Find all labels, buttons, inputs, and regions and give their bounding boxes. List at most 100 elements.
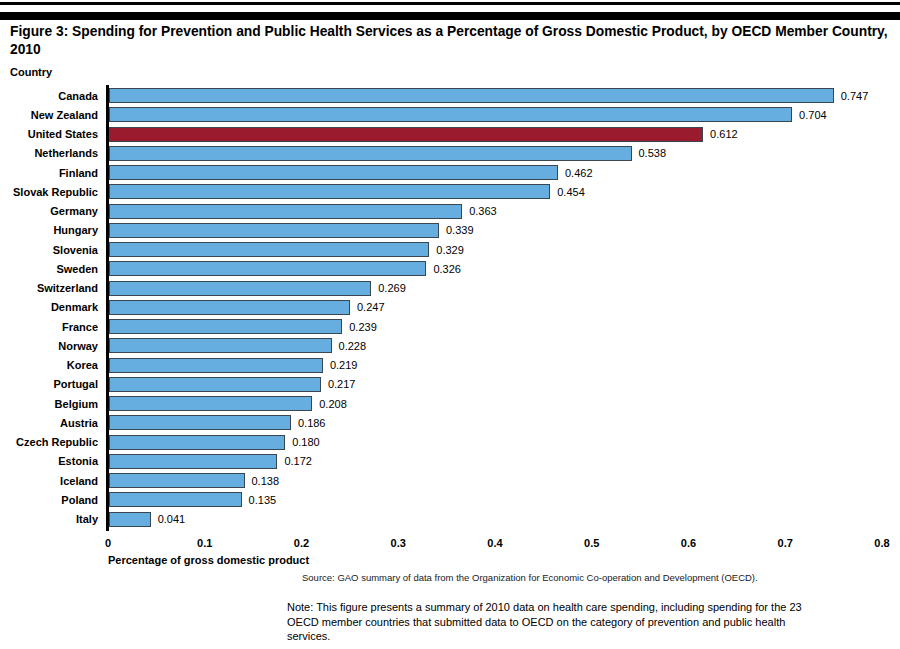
chart-row: Germany 0.363: [0, 202, 900, 221]
source-note: Source: GAO summary of data from the Org…: [302, 572, 758, 583]
value-label: 0.186: [298, 417, 326, 429]
bar-poland: [109, 492, 242, 507]
value-label: 0.454: [557, 186, 585, 198]
country-label: Belgium: [0, 398, 98, 410]
chart-row: Poland 0.135: [0, 490, 900, 509]
chart-row: Korea 0.219: [0, 356, 900, 375]
country-label: United States: [0, 128, 98, 140]
bar-korea: [109, 358, 323, 373]
figure-title: Figure 3: Spending for Prevention and Pu…: [10, 23, 892, 59]
bar-sweden: [109, 261, 426, 276]
bar-united-states: [109, 127, 703, 142]
bar-denmark: [109, 300, 350, 315]
bar-slovak-republic: [109, 184, 550, 199]
value-label: 0.138: [252, 475, 280, 487]
value-label: 0.041: [158, 513, 186, 525]
x-tick-label: 0.1: [197, 537, 212, 549]
value-label: 0.219: [330, 359, 358, 371]
bar-czech-republic: [109, 435, 285, 450]
country-label: Norway: [0, 340, 98, 352]
chart-row: Hungary0.339: [0, 221, 900, 240]
country-label: Canada: [0, 90, 98, 102]
x-tick-label: 0.6: [681, 537, 696, 549]
header-bar: [0, 12, 900, 20]
value-label: 0.612: [710, 128, 738, 140]
country-label: Czech Republic: [0, 436, 98, 448]
x-tick-label: 0.3: [391, 537, 406, 549]
value-label: 0.462: [565, 167, 593, 179]
chart-row: Finland 0.462: [0, 163, 900, 182]
bar-italy: [109, 512, 151, 527]
top-rule: [0, 2, 900, 5]
value-label: 0.247: [357, 301, 385, 313]
country-label: Slovak Republic: [0, 186, 98, 198]
chart-row: Czech Republic 0.180: [0, 433, 900, 452]
figure-note: Note: This figure presents a summary of …: [287, 600, 803, 644]
chart-row: United States 0.612: [0, 125, 900, 144]
chart-row: Slovenia0.329: [0, 240, 900, 259]
country-label: Netherlands: [0, 147, 98, 159]
value-label: 0.329: [436, 244, 464, 256]
chart-row: New Zealand 0.704: [0, 105, 900, 124]
country-label: Denmark: [0, 301, 98, 313]
country-label: Poland: [0, 494, 98, 506]
country-label: Estonia: [0, 455, 98, 467]
value-label: 0.269: [378, 282, 406, 294]
bar-norway: [109, 338, 332, 353]
chart-row: Switzerland 0.269: [0, 279, 900, 298]
chart-row: Slovak Republic 0.454: [0, 182, 900, 201]
x-tick-label: 0.2: [294, 537, 309, 549]
bar-portugal: [109, 377, 321, 392]
bar-iceland: [109, 473, 245, 488]
bar-new-zealand: [109, 107, 792, 122]
y-axis-title: Country: [10, 66, 52, 78]
value-label: 0.239: [349, 321, 377, 333]
country-label: New Zealand: [0, 109, 98, 121]
chart-row: Italy 0.041: [0, 510, 900, 529]
chart-row: Austria 0.186: [0, 413, 900, 432]
chart-row: Iceland0.138: [0, 471, 900, 490]
value-label: 0.217: [328, 378, 356, 390]
country-label: Germany: [0, 205, 98, 217]
chart-row: Belgium0.208: [0, 394, 900, 413]
country-label: Italy: [0, 513, 98, 525]
value-label: 0.180: [292, 436, 320, 448]
bar-slovenia: [109, 242, 429, 257]
chart-row: Netherlands0.538: [0, 144, 900, 163]
bar-france: [109, 319, 342, 334]
country-label: Hungary: [0, 224, 98, 236]
x-tick-label: 0.4: [487, 537, 502, 549]
value-label: 0.326: [433, 263, 461, 275]
chart-row: Norway 0.228: [0, 336, 900, 355]
bar-germany: [109, 204, 462, 219]
chart-row: France 0.239: [0, 317, 900, 336]
value-label: 0.747: [841, 90, 869, 102]
country-label: Portugal: [0, 378, 98, 390]
x-axis-title: Percentage of gross domestic product: [108, 554, 309, 566]
x-tick-label: 0.5: [584, 537, 599, 549]
value-label: 0.704: [799, 109, 827, 121]
country-label: Switzerland: [0, 282, 98, 294]
country-label: France: [0, 321, 98, 333]
country-label: Finland: [0, 167, 98, 179]
bar-switzerland: [109, 281, 371, 296]
bar-hungary: [109, 223, 439, 238]
chart-row: Sweden 0.326: [0, 259, 900, 278]
value-label: 0.135: [249, 494, 277, 506]
x-tick-label: 0.7: [778, 537, 793, 549]
x-tick-label: 0.8: [874, 537, 889, 549]
x-tick-label: 0: [105, 537, 111, 549]
country-label: Korea: [0, 359, 98, 371]
value-label: 0.172: [284, 455, 312, 467]
country-label: Sweden: [0, 263, 98, 275]
country-label: Austria: [0, 417, 98, 429]
bar-finland: [109, 165, 558, 180]
value-label: 0.363: [469, 205, 497, 217]
chart-row: Estonia 0.172: [0, 452, 900, 471]
chart-row: Denmark 0.247: [0, 298, 900, 317]
value-label: 0.228: [339, 340, 367, 352]
bar-austria: [109, 415, 291, 430]
chart-row: Portugal 0.217: [0, 375, 900, 394]
bar-estonia: [109, 454, 277, 469]
bar-canada: [109, 88, 834, 103]
